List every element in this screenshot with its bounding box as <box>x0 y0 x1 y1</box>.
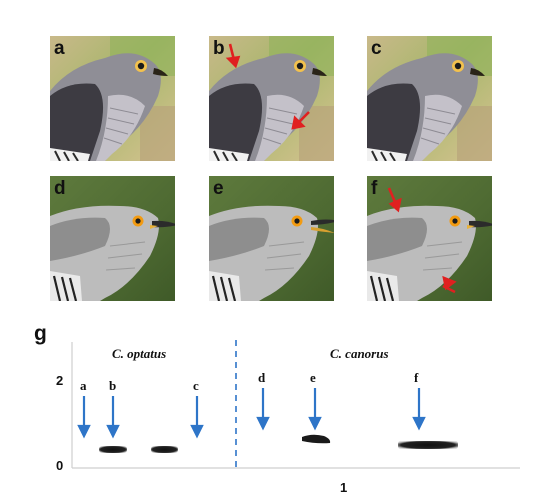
red-arrow-icon <box>225 43 241 69</box>
species-label-left: C. optatus <box>112 346 166 361</box>
cuckoo-photo-d <box>50 176 175 301</box>
y-tick-label: 2 <box>56 373 63 388</box>
x-tick-label: 1 <box>340 480 347 495</box>
blue-arrow-icon <box>308 388 322 431</box>
photo-panel-b: b <box>209 36 334 161</box>
blue-arrow-icon <box>77 396 91 439</box>
lane-letter-f: f <box>414 370 419 385</box>
blue-arrow-icon <box>412 388 426 431</box>
red-arrow-icon <box>387 187 402 213</box>
gel-panel-g: g 2 0 1 C. optatus C. canorus a b c d e … <box>0 318 545 500</box>
panel-label-g: g <box>34 322 47 345</box>
photo-panel-f: f <box>367 176 492 301</box>
cuckoo-photo-c <box>367 36 492 161</box>
y-tick-label: 0 <box>56 458 63 473</box>
panel-label-d: d <box>54 178 66 199</box>
panel-label-a: a <box>54 38 65 59</box>
gel-band <box>398 441 458 449</box>
panel-label-e: e <box>213 178 224 199</box>
gel-figure: g 2 0 1 C. optatus C. canorus a b c d e … <box>34 322 520 495</box>
red-arrow-icon <box>442 275 457 294</box>
photo-panel-d: d <box>50 176 175 301</box>
lane-letter-c: c <box>193 378 199 393</box>
lane-letter-d: d <box>258 370 266 385</box>
cuckoo-photo-f <box>367 176 492 301</box>
gel-band <box>151 446 178 453</box>
blue-arrow-icon <box>256 388 270 431</box>
photo-panel-c: c <box>367 36 492 161</box>
panel-label-f: f <box>371 178 378 199</box>
lane-letter-e: e <box>310 370 316 385</box>
red-arrow-icon <box>291 111 310 130</box>
blue-arrow-icon <box>106 396 120 439</box>
lane-letter-a: a <box>80 378 87 393</box>
photo-panel-a: a <box>50 36 175 161</box>
panel-label-b: b <box>213 38 225 59</box>
species-label-right: C. canorus <box>330 346 389 361</box>
cuckoo-photo-a <box>50 36 175 161</box>
gel-band <box>302 434 331 444</box>
lane-letter-b: b <box>109 378 116 393</box>
photo-panel-e: e <box>209 176 334 301</box>
gel-band <box>99 446 127 453</box>
cuckoo-photo-b <box>209 36 334 161</box>
blue-arrow-icon <box>190 396 204 439</box>
panel-label-c: c <box>371 38 382 59</box>
cuckoo-photo-e <box>209 176 334 301</box>
